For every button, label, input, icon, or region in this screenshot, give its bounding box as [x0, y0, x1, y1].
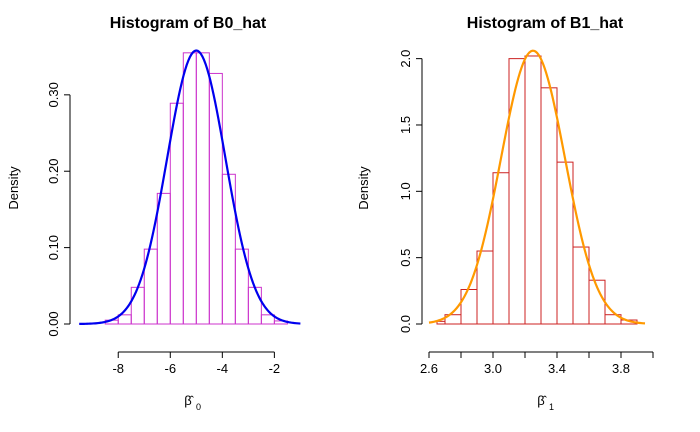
chart-title: Histogram of B1_hat [467, 15, 624, 32]
density-curve [428, 49, 646, 325]
y-tick-label: 0.30 [46, 82, 61, 107]
density-curve-line [79, 49, 301, 326]
y-tick-label: 0.10 [46, 235, 61, 260]
histogram-bar [460, 289, 478, 325]
histogram-bars [436, 55, 638, 325]
y-axis: 0.00 0.10 0.20 0.30 [46, 82, 71, 337]
histogram-bars [104, 52, 288, 325]
y-tick-label: 1.5 [398, 116, 413, 134]
histogram-bar [182, 52, 197, 325]
x-tick-label: -4 [217, 361, 229, 376]
x-axis-label-subscript: 1 [549, 402, 554, 412]
histogram-bar [169, 102, 184, 325]
x-axis-label: β̂ 1 [537, 393, 554, 412]
histogram-bar [234, 248, 249, 325]
y-axis-label: Density [6, 166, 21, 210]
x-tick-label: -8 [112, 361, 124, 376]
histogram-bar [540, 87, 558, 325]
x-axis: 2.6 3.0 3.4 3.8 [420, 351, 654, 376]
y-axis-label: Density [356, 166, 371, 210]
y-tick-label: 0.20 [46, 159, 61, 184]
chart-title: Histogram of B0_hat [110, 15, 267, 32]
x-axis-label-symbol: β̂ [537, 393, 547, 408]
histogram-bar [492, 172, 510, 325]
density-curve-line [428, 49, 646, 325]
x-axis-label-symbol: β̂ [184, 393, 194, 408]
x-tick-label: -2 [269, 361, 281, 376]
density-curve [79, 49, 301, 326]
y-tick-label: 0.5 [398, 249, 413, 267]
histogram-bar [130, 286, 145, 325]
histogram-bar [195, 52, 210, 325]
histogram-bar [247, 286, 262, 325]
x-tick-label: 3.4 [548, 361, 566, 376]
x-tick-label: -6 [165, 361, 177, 376]
y-axis: 0.0 0.5 1.0 1.5 2.0 [398, 50, 423, 333]
histogram-panel-b0: Histogram of B0_hat Density β̂ 0 -8 -6 -4-… [6, 15, 301, 412]
histogram-bar [508, 58, 526, 325]
y-tick-label: 1.0 [398, 182, 413, 200]
y-tick-label: 2.0 [398, 50, 413, 68]
histogram-bar [260, 314, 275, 325]
y-tick-label: 0.0 [398, 315, 413, 333]
x-axis: -8 -6 -4 -2 [112, 351, 281, 376]
x-axis-label-subscript: 0 [196, 402, 201, 412]
x-tick-label: 3.0 [484, 361, 502, 376]
x-tick-label: 2.6 [420, 361, 438, 376]
histogram-bar [604, 314, 622, 325]
histogram-bar [476, 250, 494, 325]
histogram-panel-b1: Histogram of B1_hat Density β̂ 1 2.6 3.0 3… [356, 15, 654, 412]
histogram-bar [524, 55, 542, 325]
y-tick-label: 0.00 [46, 311, 61, 336]
x-axis-label: β̂ 0 [184, 393, 201, 412]
x-tick-label: 3.8 [612, 361, 630, 376]
histogram-bar [156, 192, 171, 325]
